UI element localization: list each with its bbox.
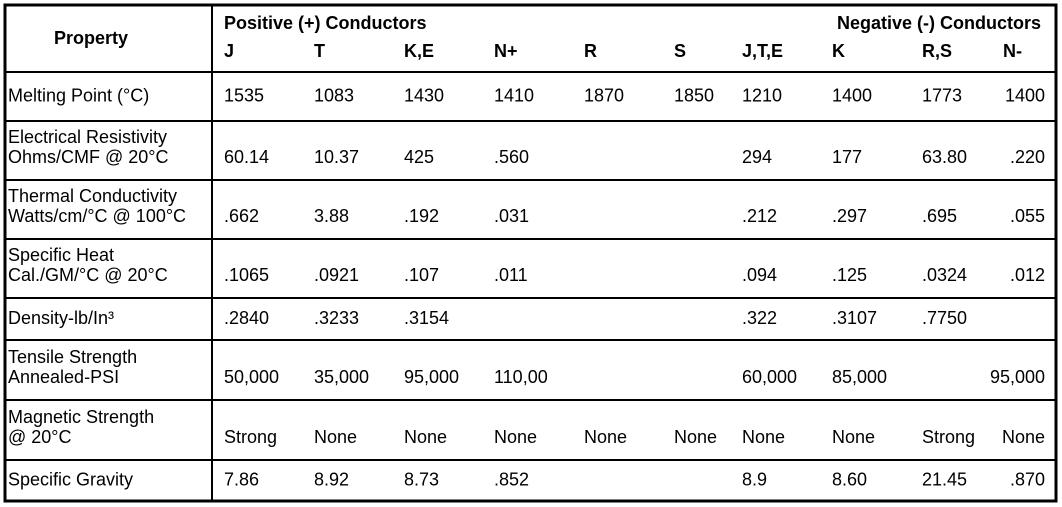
row-label: Tensile Strength [8,347,137,367]
row-label: Density-lb/In³ [8,308,114,328]
cell: 35,000 [314,367,369,387]
property-header: Property [54,28,128,48]
cell: 7.86 [224,469,259,489]
cell: Strong [224,427,277,447]
cell: 1083 [314,85,354,105]
column-header: R,S [922,41,952,61]
column-header: N+ [494,41,518,61]
cell: 110,00 [494,367,548,387]
cell: 21.45 [922,469,967,489]
cell: .107 [404,265,439,285]
cell: .031 [494,206,529,226]
cell: .3233 [314,308,359,328]
cell: .012 [1010,265,1045,285]
cell: 95,000 [990,367,1045,387]
column-header: R [584,41,597,61]
cell: 10.37 [314,147,359,167]
cell: .297 [832,206,867,226]
cell: .3154 [404,308,449,328]
cell: None [742,427,785,447]
cell: .0921 [314,265,359,285]
cell: .220 [1010,147,1045,167]
cell: 8.92 [314,469,349,489]
cell: .662 [224,206,259,226]
cell: 1773 [922,85,962,105]
cell: 8.60 [832,469,867,489]
cell: .870 [1010,469,1045,489]
cell: .3107 [832,308,877,328]
cell: .011 [494,265,528,285]
cell: .055 [1010,206,1045,226]
cell: 1400 [1005,85,1045,105]
cell: 1870 [584,85,624,105]
column-header: J,T,E [742,41,783,61]
row-label: Watts/cm/°C @ 100°C [8,206,186,226]
cell: 50,000 [224,367,279,387]
column-header: S [674,41,686,61]
cell: .7750 [922,308,967,328]
cell: .212 [742,206,777,226]
cell: 425 [404,147,434,167]
cell: .192 [404,206,439,226]
cell: 1850 [674,85,714,105]
cell: None [584,427,627,447]
cell: .2840 [224,308,269,328]
column-header: K [832,41,845,61]
table-border [3,3,1058,503]
negative-header: Negative (-) Conductors [837,13,1041,33]
cell: .0324 [922,265,967,285]
cell: None [494,427,537,447]
cell: 8.9 [742,469,767,489]
cell: 8.73 [404,469,439,489]
cell: 1430 [404,85,444,105]
row-label: Melting Point (°C) [8,85,149,105]
cell: .1065 [224,265,269,285]
cell: 85,000 [832,367,887,387]
cell: .852 [494,469,529,489]
column-header: T [314,41,325,61]
cell: None [674,427,717,447]
row-label: Ohms/CMF @ 20°C [8,147,169,167]
positive-header: Positive (+) Conductors [224,13,427,33]
column-header: N- [1003,41,1022,61]
column-header: K,E [404,41,434,61]
row-label: Electrical Resistivity [8,127,167,147]
row-label: Thermal Conductivity [8,186,177,206]
row-label: Annealed-PSI [8,367,119,387]
cell: None [404,427,447,447]
cell: 3.88 [314,206,349,226]
row-label: Cal./GM/°C @ 20°C [8,265,168,285]
cell: .322 [742,308,777,328]
cell: .094 [742,265,777,285]
cell: .695 [922,206,957,226]
cell: 1210 [742,85,782,105]
cell: Strong [922,427,975,447]
cell: 177 [832,147,862,167]
cell: 60,000 [742,367,797,387]
row-label: Specific Heat [8,245,114,265]
column-header: J [224,41,234,61]
cell: 1535 [224,85,264,105]
cell: 1400 [832,85,872,105]
cell: .125 [832,265,867,285]
row-label: @ 20°C [8,427,72,447]
row-label: Magnetic Strength [8,407,154,427]
cell: 60.14 [224,147,269,167]
cell: 95,000 [404,367,459,387]
cell: .560 [494,147,529,167]
row-label: Specific Gravity [8,469,133,489]
cell: None [1002,427,1045,447]
cell: None [832,427,875,447]
cell: 1410 [494,85,534,105]
cell: 63.80 [922,147,967,167]
cell: None [314,427,357,447]
cell: 294 [742,147,772,167]
